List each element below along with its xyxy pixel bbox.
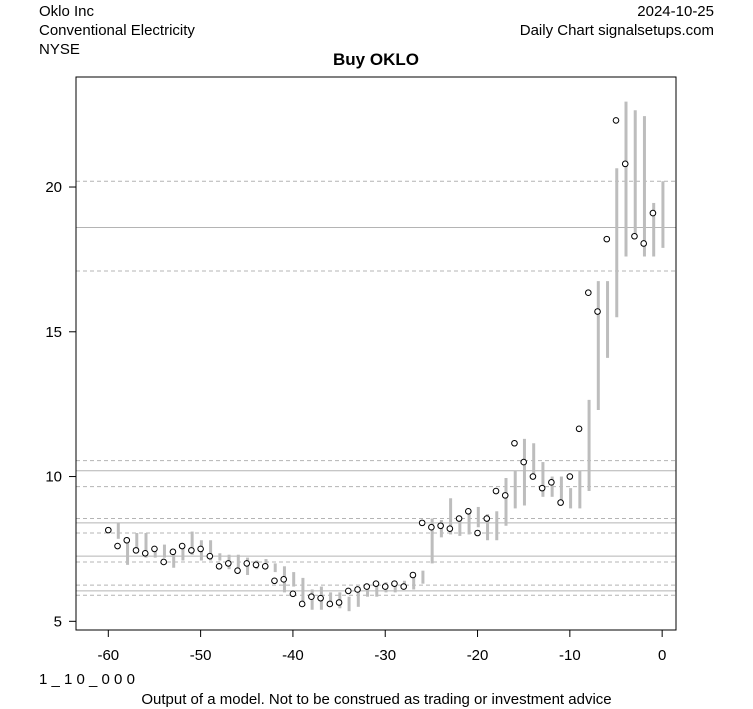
close-point (298, 600, 306, 608)
horizontal-levels (76, 180, 676, 596)
close-point (169, 548, 177, 556)
close-point (585, 289, 592, 296)
x-tick-label: 0 (658, 647, 666, 664)
close-point (594, 308, 601, 315)
close-point (437, 522, 444, 530)
close-point (271, 577, 278, 585)
chart-title: Buy OKLO (333, 50, 419, 69)
plot-frame (75, 76, 677, 631)
close-point (335, 599, 343, 606)
close-point (363, 583, 371, 590)
close-point (354, 586, 361, 593)
close-point (557, 499, 564, 506)
exchange-label: NYSE (39, 41, 80, 58)
close-point (566, 473, 574, 480)
close-point (483, 515, 491, 522)
company-name: Oklo Inc (39, 3, 95, 20)
close-point (308, 593, 315, 601)
close-point (123, 536, 131, 544)
close-point (252, 561, 260, 569)
close-point (243, 560, 251, 567)
x-tick-label: -30 (374, 647, 396, 664)
close-point (206, 552, 214, 560)
close-point (234, 567, 241, 574)
x-tick-label: -20 (467, 647, 489, 664)
close-point (317, 594, 324, 602)
chart-date: 2024-10-25 (637, 3, 714, 20)
y-axis: 5 10 15 20 (45, 179, 76, 630)
close-point (428, 523, 435, 531)
x-tick-label: -60 (97, 647, 119, 664)
close-point (261, 563, 269, 570)
close-points (105, 117, 657, 608)
close-point (649, 209, 657, 217)
close-point (345, 587, 352, 595)
close-point (621, 160, 629, 168)
close-point (391, 580, 398, 587)
x-tick-label: -10 (559, 647, 581, 664)
close-point (446, 525, 454, 532)
close-point (520, 458, 527, 466)
chart-source: Daily Chart signalsetups.com (519, 22, 714, 39)
close-point (151, 545, 158, 553)
close-point (160, 558, 167, 566)
close-point (455, 515, 463, 522)
close-point (612, 117, 620, 124)
close-point (640, 240, 647, 247)
close-point (215, 563, 223, 570)
y-tick-label: 10 (45, 469, 62, 486)
close-point (372, 580, 380, 587)
close-point (492, 487, 500, 495)
close-point (280, 576, 287, 583)
disclaimer: Output of a model. Not to be construed a… (141, 691, 612, 708)
close-point (474, 529, 481, 537)
close-point (326, 600, 334, 608)
close-point (465, 507, 472, 515)
sector-label: Conventional Electricity (39, 22, 195, 39)
x-axis: -60 -50 -40 -30 -20 -10 0 (97, 630, 666, 664)
close-point (603, 235, 611, 243)
close-point (409, 571, 417, 579)
x-tick-label: -40 (282, 647, 304, 664)
close-point (575, 425, 583, 433)
price-ranges (116, 101, 665, 612)
close-point (225, 560, 232, 567)
close-point (538, 484, 546, 492)
close-point (511, 439, 518, 447)
y-tick-label: 15 (45, 324, 62, 341)
y-tick-label: 20 (45, 179, 62, 196)
close-point (197, 545, 204, 553)
close-point (548, 479, 555, 486)
close-point (631, 232, 638, 240)
close-point (418, 519, 426, 527)
close-point (178, 542, 186, 550)
close-point (529, 473, 537, 480)
close-point (132, 547, 140, 554)
close-point (114, 542, 121, 550)
close-point (105, 526, 112, 534)
close-point (141, 549, 149, 557)
x-tick-label: -50 (190, 647, 212, 664)
close-point (381, 583, 389, 590)
close-point (400, 583, 407, 590)
close-point (289, 590, 297, 598)
y-tick-label: 5 (54, 613, 62, 630)
close-point (188, 547, 195, 554)
model-code: 1 _ 1 0 _ 0 0 0 (39, 671, 135, 688)
close-point (501, 492, 509, 499)
